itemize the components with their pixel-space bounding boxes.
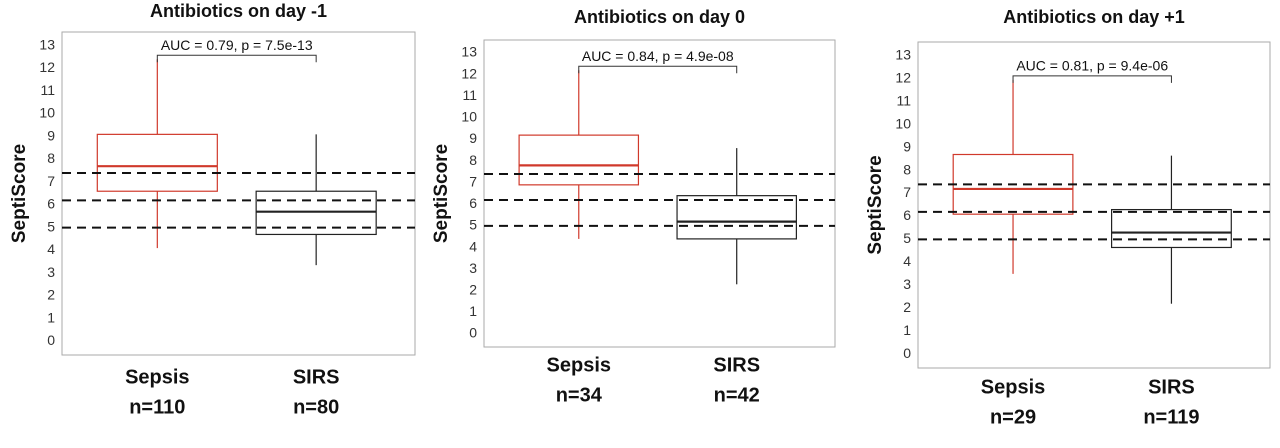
y-tick-label: 9 [903, 138, 911, 154]
y-tick-label: 7 [47, 173, 55, 189]
chart-title: Antibiotics on day -1 [150, 1, 327, 21]
plot-frame [61, 31, 416, 356]
box [96, 133, 218, 192]
y-tick-label: 2 [469, 281, 477, 297]
chart-title: Antibiotics on day 0 [574, 7, 745, 27]
y-tick-label: 9 [47, 127, 55, 143]
n-label: n=34 [556, 384, 603, 406]
y-axis-label: SeptiScore [865, 155, 886, 254]
category-label: Sepsis [125, 366, 189, 388]
y-tick-label: 8 [903, 161, 911, 177]
y-tick-label: 12 [461, 65, 477, 81]
y-tick-label: 10 [461, 109, 477, 125]
y-tick-label: 6 [47, 196, 55, 212]
box [518, 134, 640, 186]
y-tick-label: 2 [47, 287, 55, 303]
y-tick-label: 5 [47, 218, 55, 234]
category-label: SIRS [293, 366, 340, 388]
n-label: n=119 [1143, 406, 1199, 428]
y-tick-label: 7 [469, 173, 477, 189]
y-tick-label: 8 [469, 152, 477, 168]
y-tick-label: 13 [39, 36, 55, 52]
category-label: SIRS [1148, 376, 1195, 398]
y-tick-label: 12 [39, 59, 55, 75]
y-tick-label: 4 [469, 238, 477, 254]
y-tick-label: 11 [462, 87, 477, 103]
y-tick-label: 2 [903, 299, 911, 315]
box [1110, 208, 1232, 249]
y-tick-label: 3 [469, 260, 477, 276]
n-label: n=110 [129, 396, 185, 418]
y-tick-label: 13 [895, 46, 911, 62]
n-label: n=42 [714, 384, 760, 406]
n-label: n=80 [293, 396, 339, 418]
y-tick-label: 1 [903, 322, 911, 338]
y-tick-label: 1 [47, 309, 55, 325]
plot-frame [483, 39, 836, 348]
y-tick-label: 1 [469, 303, 477, 319]
chart-title: Antibiotics on day +1 [1003, 7, 1185, 27]
y-axis-label: SeptiScore [9, 144, 30, 243]
significance-bracket [156, 54, 317, 63]
box [676, 195, 797, 240]
n-label: n=29 [990, 406, 1036, 428]
category-label: Sepsis [547, 354, 611, 376]
y-tick-label: 3 [903, 276, 911, 292]
category-label: SIRS [713, 354, 760, 376]
annotation: AUC = 0.81, p = 9.4e-06 [1016, 58, 1168, 74]
annotation: AUC = 0.79, p = 7.5e-13 [161, 37, 313, 53]
y-tick-label: 4 [903, 253, 911, 269]
y-tick-label: 7 [903, 184, 911, 200]
y-tick-label: 3 [47, 264, 55, 280]
y-tick-label: 13 [461, 44, 477, 60]
y-tick-label: 10 [39, 105, 55, 121]
significance-bracket [578, 65, 738, 74]
annotation: AUC = 0.84, p = 4.9e-08 [582, 48, 734, 64]
plot-frame [917, 41, 1271, 369]
y-tick-label: 4 [47, 241, 55, 257]
y-tick-label: 11 [40, 82, 55, 98]
y-tick-label: 0 [469, 325, 477, 341]
y-tick-label: 5 [469, 217, 477, 233]
y-tick-label: 0 [903, 345, 911, 361]
y-tick-label: 6 [469, 195, 477, 211]
y-axis-label: SeptiScore [431, 144, 452, 243]
y-tick-label: 5 [903, 230, 911, 246]
y-tick-label: 6 [903, 207, 911, 223]
y-tick-label: 8 [47, 150, 55, 166]
y-tick-label: 9 [469, 130, 477, 146]
y-tick-label: 11 [896, 92, 911, 108]
significance-bracket [1012, 75, 1172, 83]
y-tick-label: 0 [47, 332, 55, 348]
y-tick-label: 10 [895, 115, 911, 131]
y-tick-label: 12 [895, 69, 911, 85]
category-label: Sepsis [981, 376, 1045, 398]
